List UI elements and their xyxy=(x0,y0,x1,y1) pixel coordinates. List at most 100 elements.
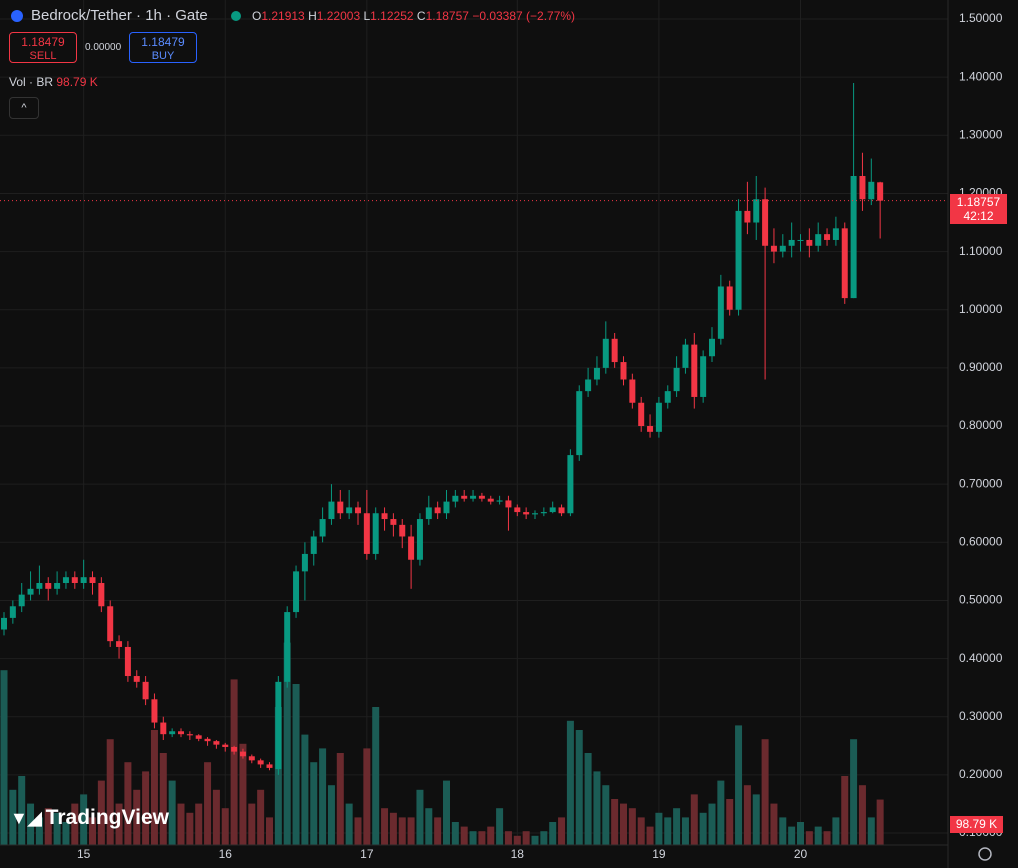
volume-bar xyxy=(89,817,96,845)
sell-label: SELL xyxy=(29,50,57,62)
volume-tag: 98.79 K xyxy=(950,816,1003,833)
candle-body xyxy=(124,646,131,677)
settings-icon[interactable] xyxy=(978,847,992,861)
candle-body xyxy=(709,338,715,357)
candle-body xyxy=(257,760,264,765)
symbol-icon xyxy=(11,10,23,22)
candle-body xyxy=(328,501,335,520)
logo-text: TradingView xyxy=(45,806,169,829)
candle-body xyxy=(620,362,627,380)
candle-body xyxy=(133,676,140,682)
candle-body xyxy=(602,338,609,368)
candle-body xyxy=(806,239,813,246)
candle-body xyxy=(160,722,167,735)
candle-body xyxy=(735,210,742,310)
collapse-button[interactable]: ^ xyxy=(9,97,39,119)
volume-bar xyxy=(735,725,743,845)
volume-bar xyxy=(407,817,415,845)
candle-body xyxy=(71,577,78,584)
volume-bar xyxy=(283,642,291,845)
volume-legend: Vol · BR 98.79 K xyxy=(9,75,98,89)
volume-bar xyxy=(416,789,424,845)
volume-bar xyxy=(797,822,804,845)
volume-bar xyxy=(301,734,309,845)
volume-bar xyxy=(9,789,17,845)
volume-bar xyxy=(186,812,194,845)
candle-body xyxy=(770,245,777,252)
candle-body xyxy=(195,735,202,739)
volume-bar xyxy=(460,826,468,845)
c-value: 1.18757 xyxy=(425,9,469,23)
volume-bar xyxy=(823,831,831,845)
volume-bar xyxy=(566,720,574,845)
volume-bar xyxy=(310,762,318,845)
y-tick-label: 1.10000 xyxy=(959,244,1003,258)
volume-bar xyxy=(611,799,619,845)
volume-bar xyxy=(752,794,760,845)
symbol-title: Bedrock/Tether · 1h · Gate xyxy=(31,7,208,24)
y-tick-label: 1.50000 xyxy=(959,11,1003,25)
candle-body xyxy=(18,594,25,607)
candle-body xyxy=(363,513,370,554)
volume-bar xyxy=(18,776,26,845)
market-status xyxy=(231,11,241,21)
ohlc: O1.21913 H1.22003 L1.12252 C1.18757 −0.0… xyxy=(252,9,575,23)
volume-bar xyxy=(204,762,212,845)
candle-body xyxy=(576,391,583,456)
candle-body xyxy=(744,210,751,223)
buy-button[interactable]: 1.18479 BUY xyxy=(129,32,197,63)
sell-price: 1.18479 xyxy=(21,35,65,49)
volume-bar xyxy=(142,771,150,845)
volume-bar xyxy=(336,753,344,845)
volume-bar xyxy=(681,817,689,845)
candle-body xyxy=(841,228,848,299)
candle-body xyxy=(779,245,786,252)
volume-bar xyxy=(106,739,114,845)
candle-body xyxy=(45,583,52,589)
candle-body xyxy=(434,507,441,514)
volume-bar xyxy=(832,817,840,845)
volume-bar xyxy=(770,803,778,845)
volume-bar xyxy=(195,803,203,845)
candle-body xyxy=(204,738,211,742)
candle-body xyxy=(452,495,459,502)
spread: 0.00000 xyxy=(85,42,122,53)
candle-body xyxy=(629,379,636,403)
y-tick-label: 1.00000 xyxy=(959,302,1003,316)
candle-body xyxy=(868,181,875,200)
candle-body xyxy=(549,507,556,513)
candle-body xyxy=(89,577,96,584)
volume-bar xyxy=(858,785,866,845)
volume-bar xyxy=(549,822,557,845)
candle-body xyxy=(788,239,795,246)
volume-bar xyxy=(0,670,8,845)
candle-body xyxy=(80,577,87,584)
candle-body xyxy=(275,681,282,770)
sell-button[interactable]: 1.18479 SELL xyxy=(9,32,77,63)
volume-bar xyxy=(150,730,158,845)
volume-bar xyxy=(575,730,583,845)
x-tick-label: 16 xyxy=(219,847,233,861)
volume-bar xyxy=(531,835,539,845)
volume-bar xyxy=(558,817,566,845)
candle-body xyxy=(390,519,397,525)
volume-bar xyxy=(434,817,442,845)
volume-bar xyxy=(646,826,654,845)
volume-bar xyxy=(708,803,716,845)
countdown: 42:12 xyxy=(963,209,994,223)
volume-bar xyxy=(451,822,459,845)
y-tick-label: 1.30000 xyxy=(959,127,1003,141)
volume-bar xyxy=(27,803,35,845)
candle-body xyxy=(213,741,220,745)
volume-bar xyxy=(628,808,636,845)
candle-body xyxy=(726,286,733,310)
volume-bar xyxy=(53,812,61,845)
volume-bar xyxy=(159,753,167,845)
volume-bar xyxy=(124,762,132,845)
volume-bar xyxy=(398,817,406,845)
volume-bar xyxy=(761,739,769,845)
volume-bar xyxy=(655,812,663,845)
candle-body xyxy=(611,338,618,363)
volume-bar xyxy=(292,684,300,845)
